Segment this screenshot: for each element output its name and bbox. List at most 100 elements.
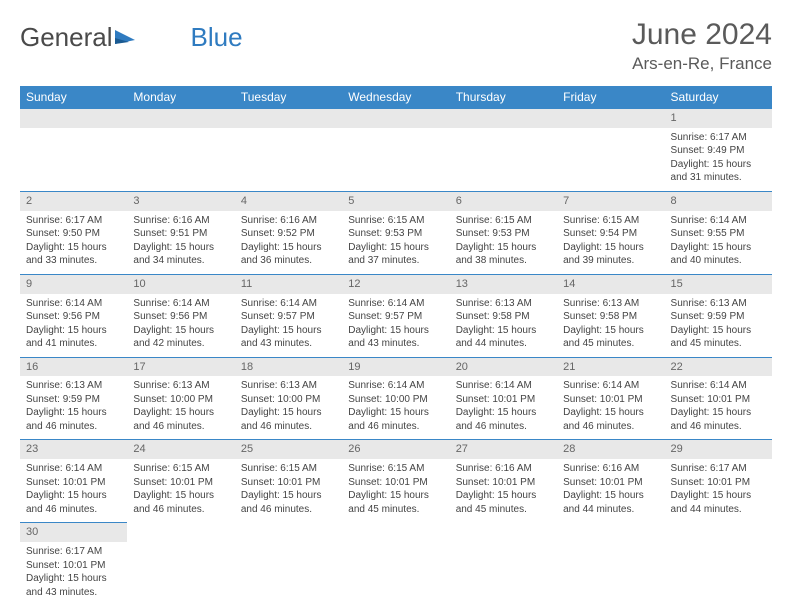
daylight-text-1: Daylight: 15 hours [456,241,551,255]
calendar-cell: 10Sunrise: 6:14 AMSunset: 9:56 PMDayligh… [127,274,234,357]
sunset-text: Sunset: 10:01 PM [348,476,443,490]
sunrise-text: Sunrise: 6:14 AM [563,379,658,393]
daylight-text-1: Daylight: 15 hours [348,489,443,503]
day-number: 11 [235,275,342,294]
calendar-cell: 8Sunrise: 6:14 AMSunset: 9:55 PMDaylight… [665,191,772,274]
calendar-cell-empty [450,523,557,605]
day-number: 1 [665,109,772,128]
day-details: Sunrise: 6:14 AMSunset: 9:56 PMDaylight:… [20,294,127,357]
day-number: 14 [557,275,664,294]
location-label: Ars-en-Re, France [632,54,772,74]
weekday-header: Monday [127,86,234,109]
day-details: Sunrise: 6:14 AMSunset: 10:00 PMDaylight… [342,376,449,439]
calendar-cell-empty [127,523,234,605]
weekday-header: Sunday [20,86,127,109]
daylight-text-1: Daylight: 15 hours [348,241,443,255]
day-details: Sunrise: 6:14 AMSunset: 10:01 PMDaylight… [450,376,557,439]
calendar-row: 1Sunrise: 6:17 AMSunset: 9:49 PMDaylight… [20,109,772,192]
sunset-text: Sunset: 9:53 PM [456,227,551,241]
day-details: Sunrise: 6:15 AMSunset: 9:53 PMDaylight:… [450,211,557,274]
sunrise-text: Sunrise: 6:13 AM [563,297,658,311]
empty-daynum [450,109,557,128]
empty-daynum [557,109,664,128]
sunrise-text: Sunrise: 6:13 AM [241,379,336,393]
day-details: Sunrise: 6:15 AMSunset: 10:01 PMDaylight… [235,459,342,522]
day-details: Sunrise: 6:16 AMSunset: 10:01 PMDaylight… [557,459,664,522]
daylight-text-2: and 45 minutes. [456,503,551,517]
sunset-text: Sunset: 10:00 PM [348,393,443,407]
calendar-cell: 14Sunrise: 6:13 AMSunset: 9:58 PMDayligh… [557,274,664,357]
page-title: June 2024 [632,18,772,52]
daylight-text-2: and 46 minutes. [133,503,228,517]
calendar-cell: 30Sunrise: 6:17 AMSunset: 10:01 PMDaylig… [20,523,127,605]
daylight-text-1: Daylight: 15 hours [241,241,336,255]
sunrise-text: Sunrise: 6:14 AM [348,297,443,311]
daylight-text-2: and 45 minutes. [671,337,766,351]
daylight-text-1: Daylight: 15 hours [671,324,766,338]
sunrise-text: Sunrise: 6:13 AM [133,379,228,393]
day-number: 16 [20,358,127,377]
sunset-text: Sunset: 9:52 PM [241,227,336,241]
sunset-text: Sunset: 9:50 PM [26,227,121,241]
daylight-text-2: and 39 minutes. [563,254,658,268]
sunrise-text: Sunrise: 6:14 AM [241,297,336,311]
day-number: 4 [235,192,342,211]
calendar-cell: 1Sunrise: 6:17 AMSunset: 9:49 PMDaylight… [665,109,772,192]
sunset-text: Sunset: 10:01 PM [563,476,658,490]
daylight-text-1: Daylight: 15 hours [133,241,228,255]
daylight-text-2: and 43 minutes. [26,586,121,600]
sunset-text: Sunset: 10:01 PM [456,393,551,407]
daylight-text-2: and 42 minutes. [133,337,228,351]
weekday-header: Saturday [665,86,772,109]
sunset-text: Sunset: 10:01 PM [26,476,121,490]
day-number: 15 [665,275,772,294]
calendar-cell-empty [342,109,449,192]
sunset-text: Sunset: 9:56 PM [133,310,228,324]
calendar-cell-empty [235,109,342,192]
daylight-text-1: Daylight: 15 hours [563,406,658,420]
sunset-text: Sunset: 9:59 PM [671,310,766,324]
logo-text-general: General [20,22,113,53]
daylight-text-2: and 43 minutes. [348,337,443,351]
calendar-table: SundayMondayTuesdayWednesdayThursdayFrid… [20,86,772,605]
calendar-cell-empty [557,109,664,192]
calendar-cell: 24Sunrise: 6:15 AMSunset: 10:01 PMDaylig… [127,440,234,523]
day-details: Sunrise: 6:17 AMSunset: 10:01 PMDaylight… [665,459,772,522]
daylight-text-2: and 40 minutes. [671,254,766,268]
daylight-text-1: Daylight: 15 hours [133,489,228,503]
sunrise-text: Sunrise: 6:16 AM [241,214,336,228]
calendar-cell: 12Sunrise: 6:14 AMSunset: 9:57 PMDayligh… [342,274,449,357]
sunrise-text: Sunrise: 6:15 AM [456,214,551,228]
weekday-header: Wednesday [342,86,449,109]
day-number: 5 [342,192,449,211]
sunrise-text: Sunrise: 6:14 AM [456,379,551,393]
calendar-row: 30Sunrise: 6:17 AMSunset: 10:01 PMDaylig… [20,523,772,605]
empty-daynum [235,109,342,128]
sunrise-text: Sunrise: 6:13 AM [456,297,551,311]
daylight-text-1: Daylight: 15 hours [26,572,121,586]
sunset-text: Sunset: 10:01 PM [241,476,336,490]
day-number: 19 [342,358,449,377]
daylight-text-2: and 41 minutes. [26,337,121,351]
sunset-text: Sunset: 10:01 PM [563,393,658,407]
calendar-cell: 22Sunrise: 6:14 AMSunset: 10:01 PMDaylig… [665,357,772,440]
sunset-text: Sunset: 9:59 PM [26,393,121,407]
day-details: Sunrise: 6:16 AMSunset: 9:51 PMDaylight:… [127,211,234,274]
daylight-text-2: and 36 minutes. [241,254,336,268]
day-details: Sunrise: 6:14 AMSunset: 10:01 PMDaylight… [20,459,127,522]
daylight-text-1: Daylight: 15 hours [133,324,228,338]
calendar-cell: 4 Sunrise: 6:16 AMSunset: 9:52 PMDaylight… [235,191,342,274]
sunrise-text: Sunrise: 6:14 AM [26,462,121,476]
daylight-text-2: and 46 minutes. [241,503,336,517]
sunset-text: Sunset: 9:57 PM [348,310,443,324]
day-number: 29 [665,440,772,459]
weekday-header: Thursday [450,86,557,109]
day-number: 28 [557,440,664,459]
calendar-cell: 29Sunrise: 6:17 AMSunset: 10:01 PMDaylig… [665,440,772,523]
daylight-text-1: Daylight: 15 hours [26,324,121,338]
day-details: Sunrise: 6:15 AMSunset: 9:54 PMDaylight:… [557,211,664,274]
calendar-cell: 13Sunrise: 6:13 AMSunset: 9:58 PMDayligh… [450,274,557,357]
day-number: 22 [665,358,772,377]
daylight-text-1: Daylight: 15 hours [26,241,121,255]
calendar-cell: 19Sunrise: 6:14 AMSunset: 10:00 PMDaylig… [342,357,449,440]
